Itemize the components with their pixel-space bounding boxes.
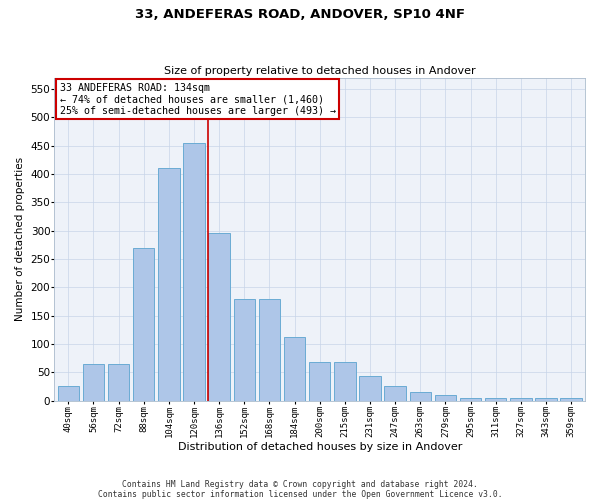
Bar [83,364,104,401]
Bar [284,336,305,400]
Bar [385,386,406,400]
Bar [460,398,481,400]
Title: Size of property relative to detached houses in Andover: Size of property relative to detached ho… [164,66,476,76]
X-axis label: Distribution of detached houses by size in Andover: Distribution of detached houses by size … [178,442,462,452]
Bar [184,143,205,401]
Bar [133,248,154,400]
Bar [233,298,255,400]
Bar [535,398,557,400]
Text: 33 ANDEFERAS ROAD: 134sqm
← 74% of detached houses are smaller (1,460)
25% of se: 33 ANDEFERAS ROAD: 134sqm ← 74% of detac… [60,82,336,116]
Bar [158,168,179,400]
Bar [359,376,381,400]
Text: 33, ANDEFERAS ROAD, ANDOVER, SP10 4NF: 33, ANDEFERAS ROAD, ANDOVER, SP10 4NF [135,8,465,20]
Bar [208,234,230,400]
Text: Contains HM Land Registry data © Crown copyright and database right 2024.
Contai: Contains HM Land Registry data © Crown c… [98,480,502,499]
Bar [58,386,79,400]
Bar [334,362,356,401]
Bar [410,392,431,400]
Bar [560,398,582,400]
Bar [108,364,129,401]
Bar [485,398,506,400]
Bar [259,298,280,400]
Y-axis label: Number of detached properties: Number of detached properties [15,157,25,321]
Bar [435,395,456,400]
Bar [510,398,532,400]
Bar [309,362,331,401]
